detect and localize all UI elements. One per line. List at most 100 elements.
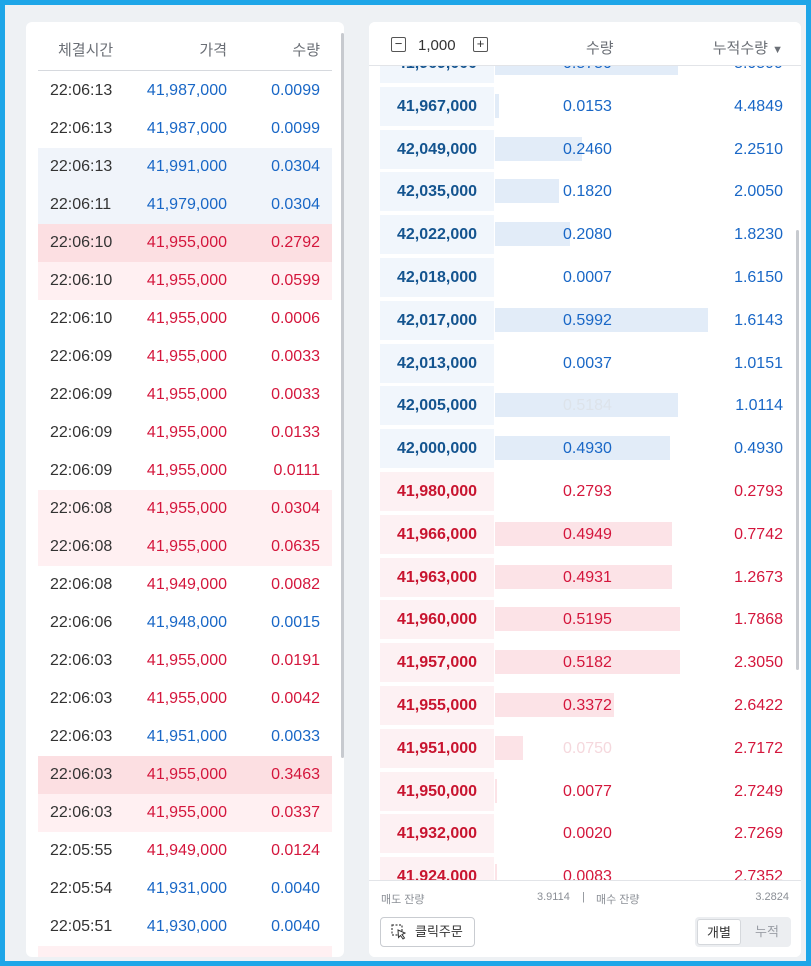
- trade-row: 22:06:09 41,955,000 0.0133: [38, 414, 332, 452]
- trade-row: 22:06:09 41,955,000 0.0033: [38, 338, 332, 376]
- order-acc-qty: 2.6422: [734, 696, 783, 714]
- order-price[interactable]: 41,966,000: [380, 514, 494, 554]
- trade-time: 22:06:09: [50, 424, 113, 441]
- order-acc-qty: 2.7269: [734, 825, 783, 843]
- order-price[interactable]: 41,955,000: [380, 685, 494, 725]
- header-time: 체결시간: [58, 42, 114, 59]
- order-price[interactable]: 41,967,000: [380, 86, 494, 126]
- order-price[interactable]: 42,018,000: [380, 257, 494, 297]
- order-acc-qty: 1.0151: [734, 354, 783, 372]
- order-price[interactable]: 41,957,000: [380, 643, 494, 683]
- trade-price: 41,955,000: [146, 804, 227, 821]
- trade-price: 41,979,000: [146, 196, 227, 213]
- bid-row[interactable]: 41,924,000 0.0083 2.7352: [369, 855, 801, 881]
- order-price[interactable]: 42,049,000: [380, 129, 494, 169]
- order-price[interactable]: 41,932,000: [380, 814, 494, 854]
- trade-row: 22:06:08 41,955,000 0.0635: [38, 528, 332, 566]
- trade-price: 41,955,000: [146, 272, 227, 289]
- trade-price: 41,987,000: [146, 120, 227, 137]
- ask-row[interactable]: 42,018,000 0.0007 1.6150: [369, 256, 801, 299]
- bid-row[interactable]: 41,963,000 0.4931 1.2673: [369, 556, 801, 599]
- ask-remaining-label: 매도 잔량: [381, 894, 425, 906]
- trade-history-scrollbar[interactable]: [341, 33, 344, 758]
- order-acc-qty: 1.2673: [734, 568, 783, 586]
- order-price[interactable]: 42,005,000: [380, 386, 494, 426]
- trade-time: 22:06:09: [50, 462, 113, 479]
- ask-row[interactable]: 42,035,000 0.1820 2.0050: [369, 170, 801, 213]
- trade-price: 41,955,000: [146, 652, 227, 669]
- ask-remaining-value: 3.9114: [537, 891, 570, 903]
- bid-row[interactable]: 41,980,000 0.2793 0.2793: [369, 470, 801, 513]
- ask-row[interactable]: 42,017,000 0.5992 1.6143: [369, 299, 801, 342]
- ask-row[interactable]: 42,000,000 0.4930 0.4930: [369, 427, 801, 470]
- caret-down-icon: ▼: [772, 44, 783, 56]
- order-price[interactable]: 42,000,000: [380, 429, 494, 469]
- order-price[interactable]: 41,963,000: [380, 557, 494, 597]
- trade-row: [38, 946, 332, 957]
- header-price: 가격: [199, 42, 227, 59]
- trade-qty: 0.0006: [271, 310, 320, 327]
- order-price[interactable]: 42,022,000: [380, 215, 494, 255]
- bid-row[interactable]: 41,960,000 0.5195 1.7868: [369, 598, 801, 641]
- trade-price: 41,955,000: [146, 348, 227, 365]
- trade-time: 22:06:08: [50, 538, 113, 555]
- ask-row[interactable]: 41,967,000 0.0153 4.4849: [369, 85, 801, 128]
- orderbook-footer: 매도 잔량 3.9114 | 매수 잔량 3.2824 클릭주문 개별 누적: [369, 880, 801, 957]
- bid-row[interactable]: 41,951,000 0.0750 2.7172: [369, 727, 801, 770]
- click-order-button[interactable]: 클릭주문: [380, 917, 475, 947]
- order-price[interactable]: 41,950,000: [380, 771, 494, 811]
- volume-bar: [495, 93, 499, 118]
- bid-row[interactable]: 41,950,000 0.0077 2.7249: [369, 770, 801, 813]
- trade-time: 22:06:09: [50, 386, 113, 403]
- ask-row[interactable]: 42,005,000 0.5184 1.0114: [369, 384, 801, 427]
- order-price[interactable]: 41,960,000: [380, 600, 494, 640]
- trade-time: 22:06:03: [50, 652, 113, 669]
- trade-price: 41,955,000: [146, 462, 227, 479]
- trade-row: 22:06:03 41,955,000 0.3463: [38, 756, 332, 794]
- order-qty: 0.0083: [563, 868, 612, 881]
- order-price[interactable]: 41,980,000: [380, 471, 494, 511]
- trade-qty: 0.0015: [271, 614, 320, 631]
- order-qty: 0.4931: [563, 568, 612, 586]
- orderbook-header-acc[interactable]: 누적수량 ▼: [713, 37, 783, 58]
- trade-row: 22:06:03 41,955,000 0.0337: [38, 794, 332, 832]
- orderbook-scrollbar[interactable]: [796, 230, 799, 670]
- order-acc-qty: 1.6143: [734, 311, 783, 329]
- ask-row[interactable]: 42,013,000 0.0037 1.0151: [369, 342, 801, 385]
- bid-row[interactable]: 41,957,000 0.5182 2.3050: [369, 641, 801, 684]
- minus-icon[interactable]: −: [391, 37, 406, 52]
- trade-row: 22:05:54 41,931,000 0.0040: [38, 870, 332, 908]
- order-price[interactable]: 42,013,000: [380, 343, 494, 383]
- order-price[interactable]: 41,951,000: [380, 728, 494, 768]
- bid-row[interactable]: 41,932,000 0.0020 2.7269: [369, 812, 801, 855]
- trade-price: 41,955,000: [146, 538, 227, 555]
- bid-row[interactable]: 41,955,000 0.3372 2.6422: [369, 684, 801, 727]
- trade-qty: 0.0099: [271, 120, 320, 137]
- volume-bar: [495, 436, 670, 461]
- trade-price: 41,930,000: [146, 918, 227, 935]
- toggle-individual[interactable]: 개별: [697, 919, 741, 945]
- trade-time: 22:06:08: [50, 576, 113, 593]
- ask-row[interactable]: 42,022,000 0.2080 1.8230: [369, 213, 801, 256]
- volume-bar: [495, 692, 614, 717]
- toggle-cumulative[interactable]: 누적: [755, 924, 779, 939]
- order-qty: 0.5184: [563, 397, 612, 415]
- trade-qty: 0.0111: [273, 462, 320, 479]
- trade-price: 41,955,000: [146, 690, 227, 707]
- order-price[interactable]: 42,017,000: [380, 300, 494, 340]
- trade-row: 22:05:51 41,930,000 0.0040: [38, 908, 332, 946]
- volume-bar: [495, 179, 559, 204]
- trade-time: 22:06:08: [50, 500, 113, 517]
- order-price[interactable]: 42,035,000: [380, 172, 494, 212]
- trade-price: 41,955,000: [146, 500, 227, 517]
- bid-remaining-value: 3.2824: [755, 891, 789, 903]
- bid-row[interactable]: 41,966,000 0.4949 0.7742: [369, 513, 801, 556]
- order-price[interactable]: 41,924,000: [380, 857, 494, 881]
- trade-row: 22:06:09 41,955,000 0.0111: [38, 452, 332, 490]
- plus-icon[interactable]: +: [473, 37, 488, 52]
- ask-row[interactable]: 42,049,000 0.2460 2.2510: [369, 128, 801, 171]
- trade-qty: 0.0042: [271, 690, 320, 707]
- trade-price: 41,948,000: [146, 614, 227, 631]
- trade-time: 22:06:03: [50, 766, 113, 783]
- order-acc-qty: 1.7868: [734, 611, 783, 629]
